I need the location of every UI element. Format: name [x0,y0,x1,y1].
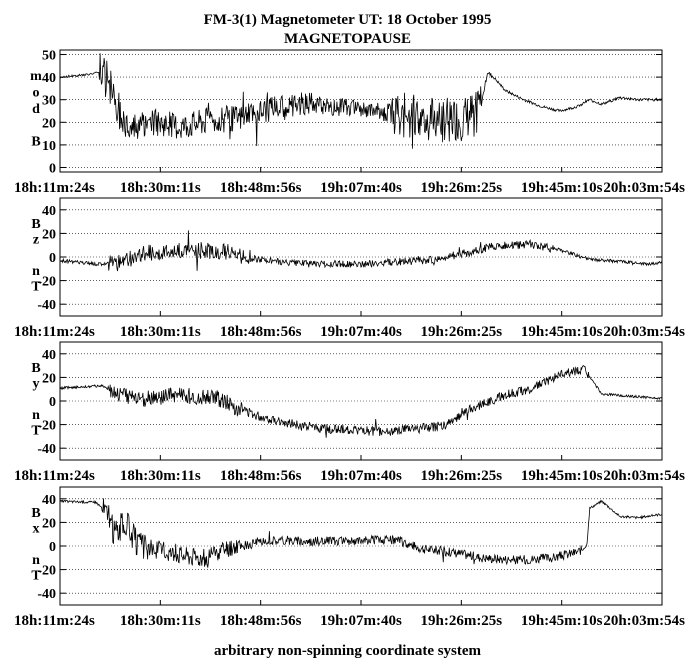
data-series-line [59,230,663,272]
data-series-line [59,498,663,569]
y-axis-label-char: n [32,553,40,568]
y-tick-label: 40 [42,348,56,363]
x-tick-label: 20h:03m:54s [603,180,685,196]
y-tick-label: 40 [42,71,56,86]
x-tick-label: 19h:07m:40s [320,468,402,484]
y-axis-label-char: T [31,568,41,583]
x-tick-label: 18h:48m:56s [220,324,302,340]
y-tick-label: 20 [42,371,56,386]
y-axis-label-char: B [31,217,40,232]
x-tick-label: 20h:03m:54s [603,324,685,340]
x-tick-label: 19h:45m:10s [521,324,603,340]
x-tick-label: 19h:07m:40s [320,613,402,629]
y-tick-label: 40 [42,493,56,508]
x-tick-label: 20h:03m:54s [603,468,685,484]
x-tick-label: 20h:03m:54s [603,613,685,629]
y-tick-label: -20 [37,564,56,579]
y-tick-label: 50 [42,49,56,64]
y-tick-label: -40 [37,587,56,602]
y-axis-label-char: T [31,423,41,438]
y-axis-label-char: x [33,522,40,537]
x-tick-label: 19h:07m:40s [320,324,402,340]
x-tick-label: 19h:26m:25s [420,324,502,340]
y-axis-label-char: T [31,279,41,294]
y-tick-label: 30 [42,94,56,109]
y-axis-label-char: d [32,102,40,117]
y-axis-label-char: m [30,69,42,84]
y-tick-label: 20 [42,116,56,131]
y-axis-label-char: y [33,377,40,392]
x-tick-label: 18h:48m:56s [220,468,302,484]
chart-title: FM-3(1) Magnetometer UT: 18 October 1995 [203,12,492,28]
x-tick-label: 18h:11m:24s [14,468,95,484]
x-tick-label: 18h:30m:11s [120,324,201,340]
footer-caption: arbitrary non-spinning coordinate system [213,643,482,659]
x-tick-label: 18h:48m:56s [220,613,302,629]
chart-subtitle: MAGNETOPAUSE [284,31,411,47]
x-tick-label: 19h:45m:10s [521,180,603,196]
y-axis-label-char: B [31,361,40,376]
y-tick-label: -40 [37,298,56,313]
y-tick-label: 20 [42,227,56,242]
y-tick-label: -20 [37,419,56,434]
data-series-line [59,365,663,438]
y-tick-label: 40 [42,204,56,219]
y-axis-label-char: n [32,408,40,423]
y-tick-label: 20 [42,516,56,531]
y-tick-label: 0 [49,251,56,266]
x-tick-label: 19h:26m:25s [420,180,502,196]
x-tick-label: 19h:26m:25s [420,468,502,484]
x-tick-label: 19h:45m:10s [521,613,603,629]
x-tick-label: 18h:11m:24s [14,324,95,340]
y-tick-label: 0 [49,161,56,176]
x-tick-label: 19h:45m:10s [521,468,603,484]
y-axis-label-char: B [31,506,40,521]
y-tick-label: 0 [49,395,56,410]
y-tick-label: -20 [37,275,56,290]
y-tick-label: 0 [49,540,56,555]
y-tick-label: 10 [42,139,56,154]
y-axis-label-char: B [31,135,40,150]
x-tick-label: 18h:30m:11s [120,613,201,629]
x-tick-label: 18h:30m:11s [120,180,201,196]
y-axis-label-char: o [33,85,40,100]
data-series-line [59,53,663,149]
x-tick-label: 18h:11m:24s [14,613,95,629]
x-tick-label: 18h:48m:56s [220,180,302,196]
y-axis-label-char: n [32,264,40,279]
x-tick-label: 19h:26m:25s [420,613,502,629]
y-axis-label-char: z [33,233,39,248]
y-tick-label: -40 [37,442,56,457]
x-tick-label: 19h:07m:40s [320,180,402,196]
x-tick-label: 18h:30m:11s [120,468,201,484]
x-tick-label: 18h:11m:24s [14,180,95,196]
